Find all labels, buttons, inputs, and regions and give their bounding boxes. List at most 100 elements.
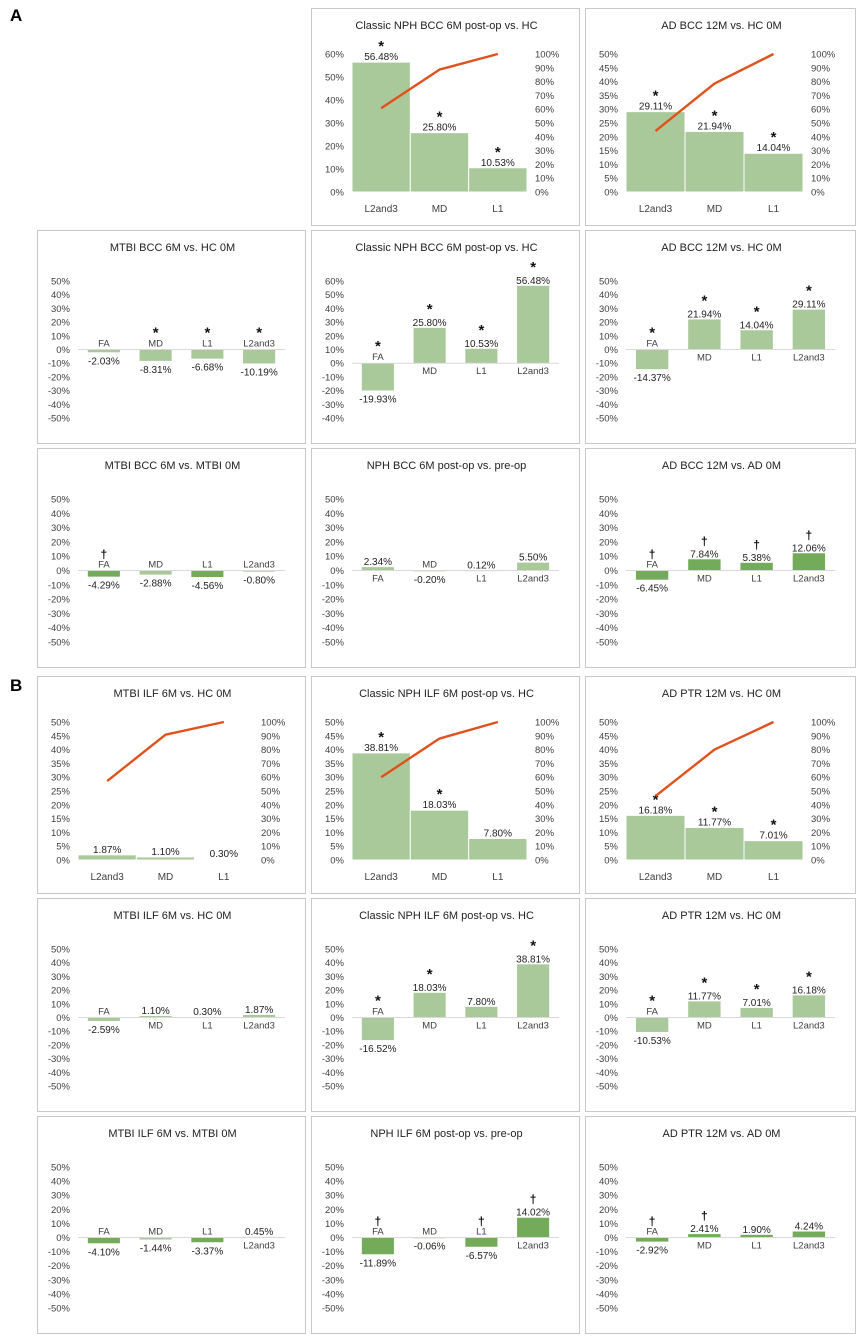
y2-tick-label: 70% [811,91,831,102]
chart-title: NPH ILF 6M post-op vs. pre-op [370,1128,522,1140]
data-label: 7.80% [467,997,495,1008]
y-tick-label: -50% [322,1082,345,1093]
significance-mark: † [101,548,108,562]
y-tick-label: 20% [51,1205,71,1216]
y-tick-label: 0% [604,1233,618,1244]
y-tick-label: -30% [48,386,71,397]
y-tick-label: 50% [51,718,71,729]
data-label: -14.37% [634,373,671,384]
bar [743,840,804,861]
y-tick-label: -20% [322,1261,345,1272]
y-tick-label: 20% [325,1205,345,1216]
y-tick-label: -50% [322,638,345,649]
y-tick-label: 10% [51,828,71,839]
cumulative-line [106,720,225,783]
data-label: 25.80% [423,123,457,134]
y-tick-label: -10% [596,1027,619,1038]
chart-title: Classic NPH BCC 6M post-op vs. HC [355,20,537,32]
significance-mark: * [378,729,384,746]
x-tick-label: L1 [476,574,487,585]
x-tick-label: MD [422,560,437,571]
y-tick-label: 45% [599,731,619,742]
y2-tick-label: 10% [535,174,555,185]
y-tick-label: 10% [599,160,619,171]
significance-mark: † [649,1215,656,1229]
bar [740,1007,773,1018]
bar [139,1015,172,1018]
y-tick-label: -50% [322,1304,345,1315]
y-tick-label: 30% [325,773,345,784]
y-tick-label: -10% [322,1247,345,1258]
y-tick-label: 50% [599,718,619,729]
y-tick-label: -10% [596,580,619,591]
bar [625,814,686,861]
data-label: 1.87% [93,845,121,856]
data-label: 16.18% [792,985,826,996]
y-tick-label: 10% [325,999,345,1010]
significance-mark: * [256,325,262,342]
y-tick-label: -50% [596,638,619,649]
data-label: 4.24% [795,1222,823,1233]
x-tick-label: L2and3 [517,1021,549,1032]
y2-tick-label: 0% [535,188,549,199]
chart-title: AD PTR 12M vs. HC 0M [662,910,781,922]
y2-tick-label: 80% [811,745,831,756]
bar [684,827,745,861]
y2-tick-label: 60% [535,105,555,116]
y-tick-label: 20% [599,1205,619,1216]
y2-tick-label: 90% [811,63,831,74]
y-tick-label: 40% [325,745,345,756]
y2-tick-label: 10% [811,842,831,853]
y-tick-label: 40% [599,509,619,520]
chart-panel-a-row2-col3: AD BCC 12M vs. HC 0M -50% -40% -30% -20% -10%… [585,230,856,444]
y-tick-label: 40% [51,958,71,969]
y-tick-label: 30% [51,304,71,315]
significance-mark: * [437,786,443,803]
significance-mark: * [806,968,812,985]
data-label: -8.31% [140,365,172,376]
bar [517,285,550,364]
chart-title: MTBI ILF 6M vs. HC 0M [114,910,232,922]
bar [194,858,254,861]
y2-tick-label: 60% [535,773,555,784]
bar [139,1237,172,1240]
y-tick-label: -30% [48,1054,71,1065]
y-tick-label: 40% [51,745,71,756]
bar [87,349,120,353]
y-tick-label: -50% [48,414,71,425]
y-tick-label: -20% [48,1261,71,1272]
y-tick-label: 40% [599,77,619,88]
y2-tick-label: 50% [811,119,831,130]
significance-mark: * [427,966,433,983]
y-tick-label: 25% [51,787,71,798]
y-tick-label: -40% [48,1289,71,1300]
y-tick-label: 0% [604,1013,618,1024]
chart-panel-a-row1-col3: AD BCC 12M vs. HC 0M 0% 5% 10% 15% 20% 25% 30% 3… [585,8,856,226]
chart-title: Classic NPH BCC 6M post-op vs. HC [355,242,537,254]
significance-mark: * [204,325,210,342]
chart-panel-a-row1-col2: Classic NPH BCC 6M post-op vs. HC 0% 10% 20… [311,8,580,226]
y-tick-label: 10% [325,1219,345,1230]
y-tick-label: 35% [599,91,619,102]
y-tick-label: 50% [325,73,345,84]
y-tick-label: 0% [330,1013,344,1024]
x-tick-label: L1 [202,1227,213,1238]
significance-mark: † [478,1215,485,1229]
data-label: -19.93% [359,395,396,406]
y2-tick-label: 40% [535,800,555,811]
x-tick-label: L1 [202,560,213,571]
y-tick-label: 40% [599,290,619,301]
y-tick-label: 0% [604,188,618,199]
y-tick-label: -20% [322,595,345,606]
chart-title: Classic NPH ILF 6M post-op vs. HC [359,688,534,700]
y-tick-label: 15% [599,146,619,157]
data-label: 14.04% [740,320,774,331]
x-tick-label: MD [697,574,712,585]
data-label: 11.77% [688,991,721,1002]
bar [409,132,470,193]
y-tick-label: 20% [325,331,345,342]
y-tick-label: -40% [48,1068,71,1079]
y-tick-label: 45% [51,731,71,742]
y-tick-label: 20% [599,318,619,329]
significance-mark: * [153,325,159,342]
